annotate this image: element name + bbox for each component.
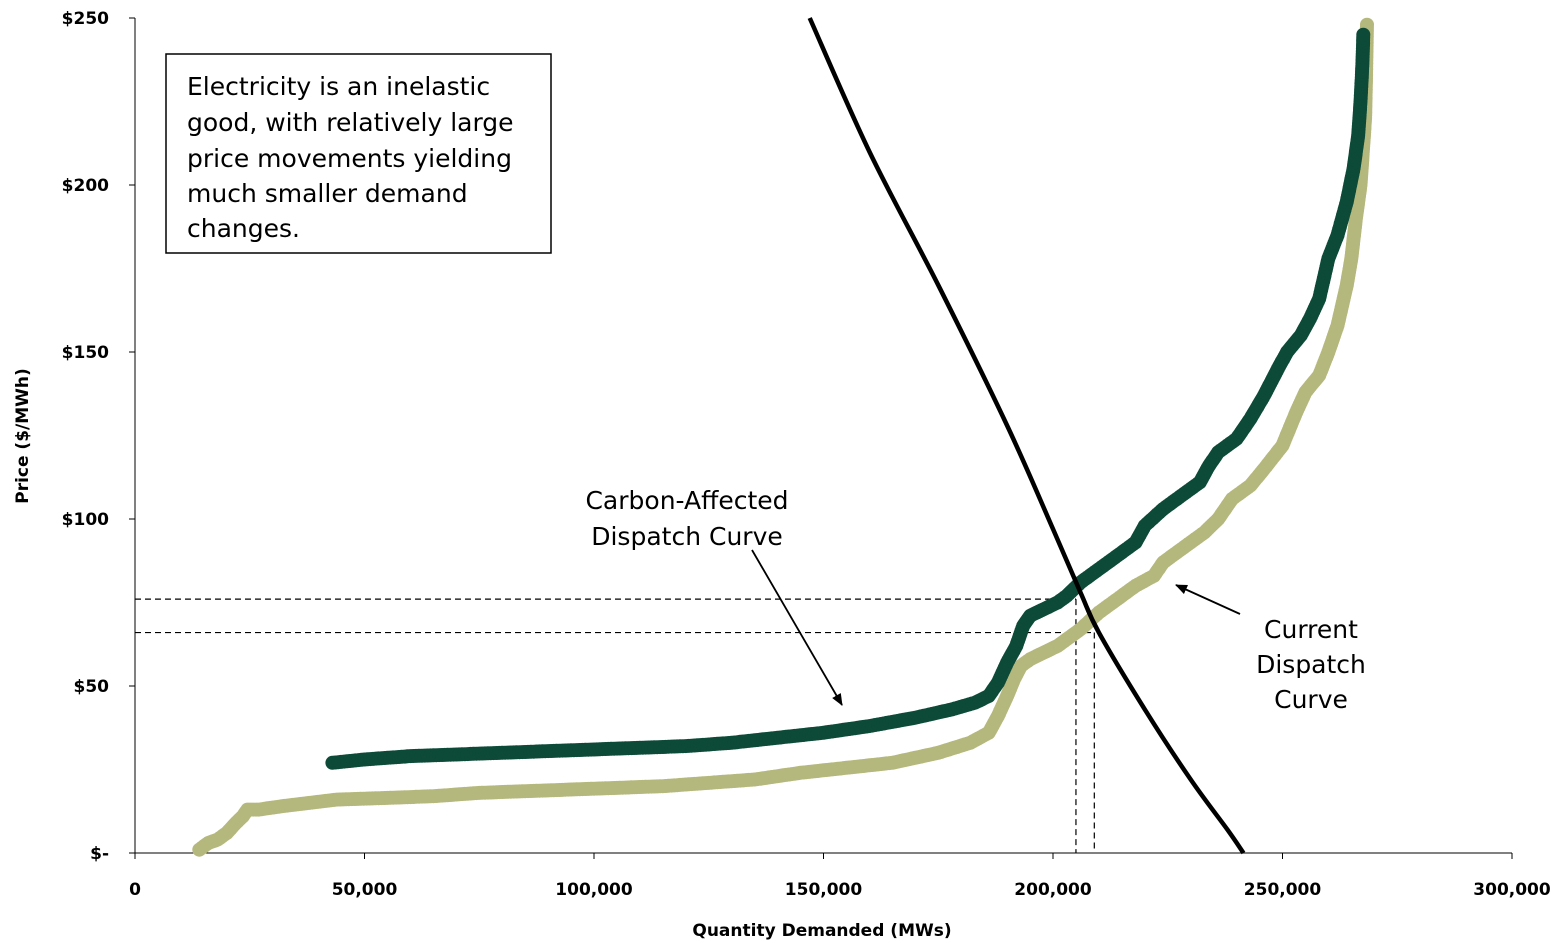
current-label-line-2: Dispatch	[1256, 650, 1366, 679]
x-tick-label: 200,000	[1014, 880, 1092, 900]
textbox-line-5: changes.	[187, 214, 300, 243]
y-tick-label: $150	[62, 343, 109, 363]
y-axis-ticks: $- $50 $100 $150 $200 $250	[62, 9, 135, 864]
current-label-line-3: Curve	[1274, 685, 1348, 714]
reference-lines	[135, 598, 1095, 853]
x-tick-label: 300,000	[1473, 880, 1551, 900]
current-label-line-1: Current	[1264, 615, 1358, 644]
x-axis-ticks: 0 50,000 100,000 150,000 200,000 250,000 300,0…	[129, 853, 1551, 900]
y-tick-label: $-	[90, 844, 109, 864]
x-axis-title: Quantity Demanded (MWs)	[692, 921, 951, 941]
carbon-affected-dispatch-series	[325, 27, 1371, 770]
y-axis-title: Price ($/MWh)	[13, 368, 33, 504]
carbon-label-line-1: Carbon-Affected	[585, 486, 788, 515]
current-label-arrow	[1175, 584, 1241, 615]
demand-curve-group	[807, 17, 1246, 855]
carbon-label-line-2: Dispatch Curve	[591, 522, 783, 551]
textbox-line-1: Electricity is an inelastic	[187, 72, 490, 101]
x-tick-label: 250,000	[1244, 880, 1322, 900]
y-tick-label: $200	[62, 176, 109, 196]
x-tick-label: 50,000	[332, 880, 398, 900]
x-tick-label: 100,000	[555, 880, 633, 900]
demand-curve	[807, 17, 1246, 855]
y-tick-label: $100	[62, 510, 109, 530]
data-point	[1356, 27, 1371, 42]
y-tick-label: $250	[62, 9, 109, 29]
carbon-label-arrow	[751, 549, 843, 706]
annotation-textbox	[165, 53, 552, 254]
textbox-line-4: much smaller demand	[187, 179, 468, 208]
current-dispatch-series	[192, 17, 1374, 857]
textbox-line-2: good, with relatively large	[187, 108, 514, 137]
textbox-line-3: price movements yielding	[187, 144, 512, 173]
x-tick-label: 150,000	[785, 880, 863, 900]
x-tick-label: 0	[129, 880, 141, 900]
y-tick-label: $50	[74, 677, 110, 697]
